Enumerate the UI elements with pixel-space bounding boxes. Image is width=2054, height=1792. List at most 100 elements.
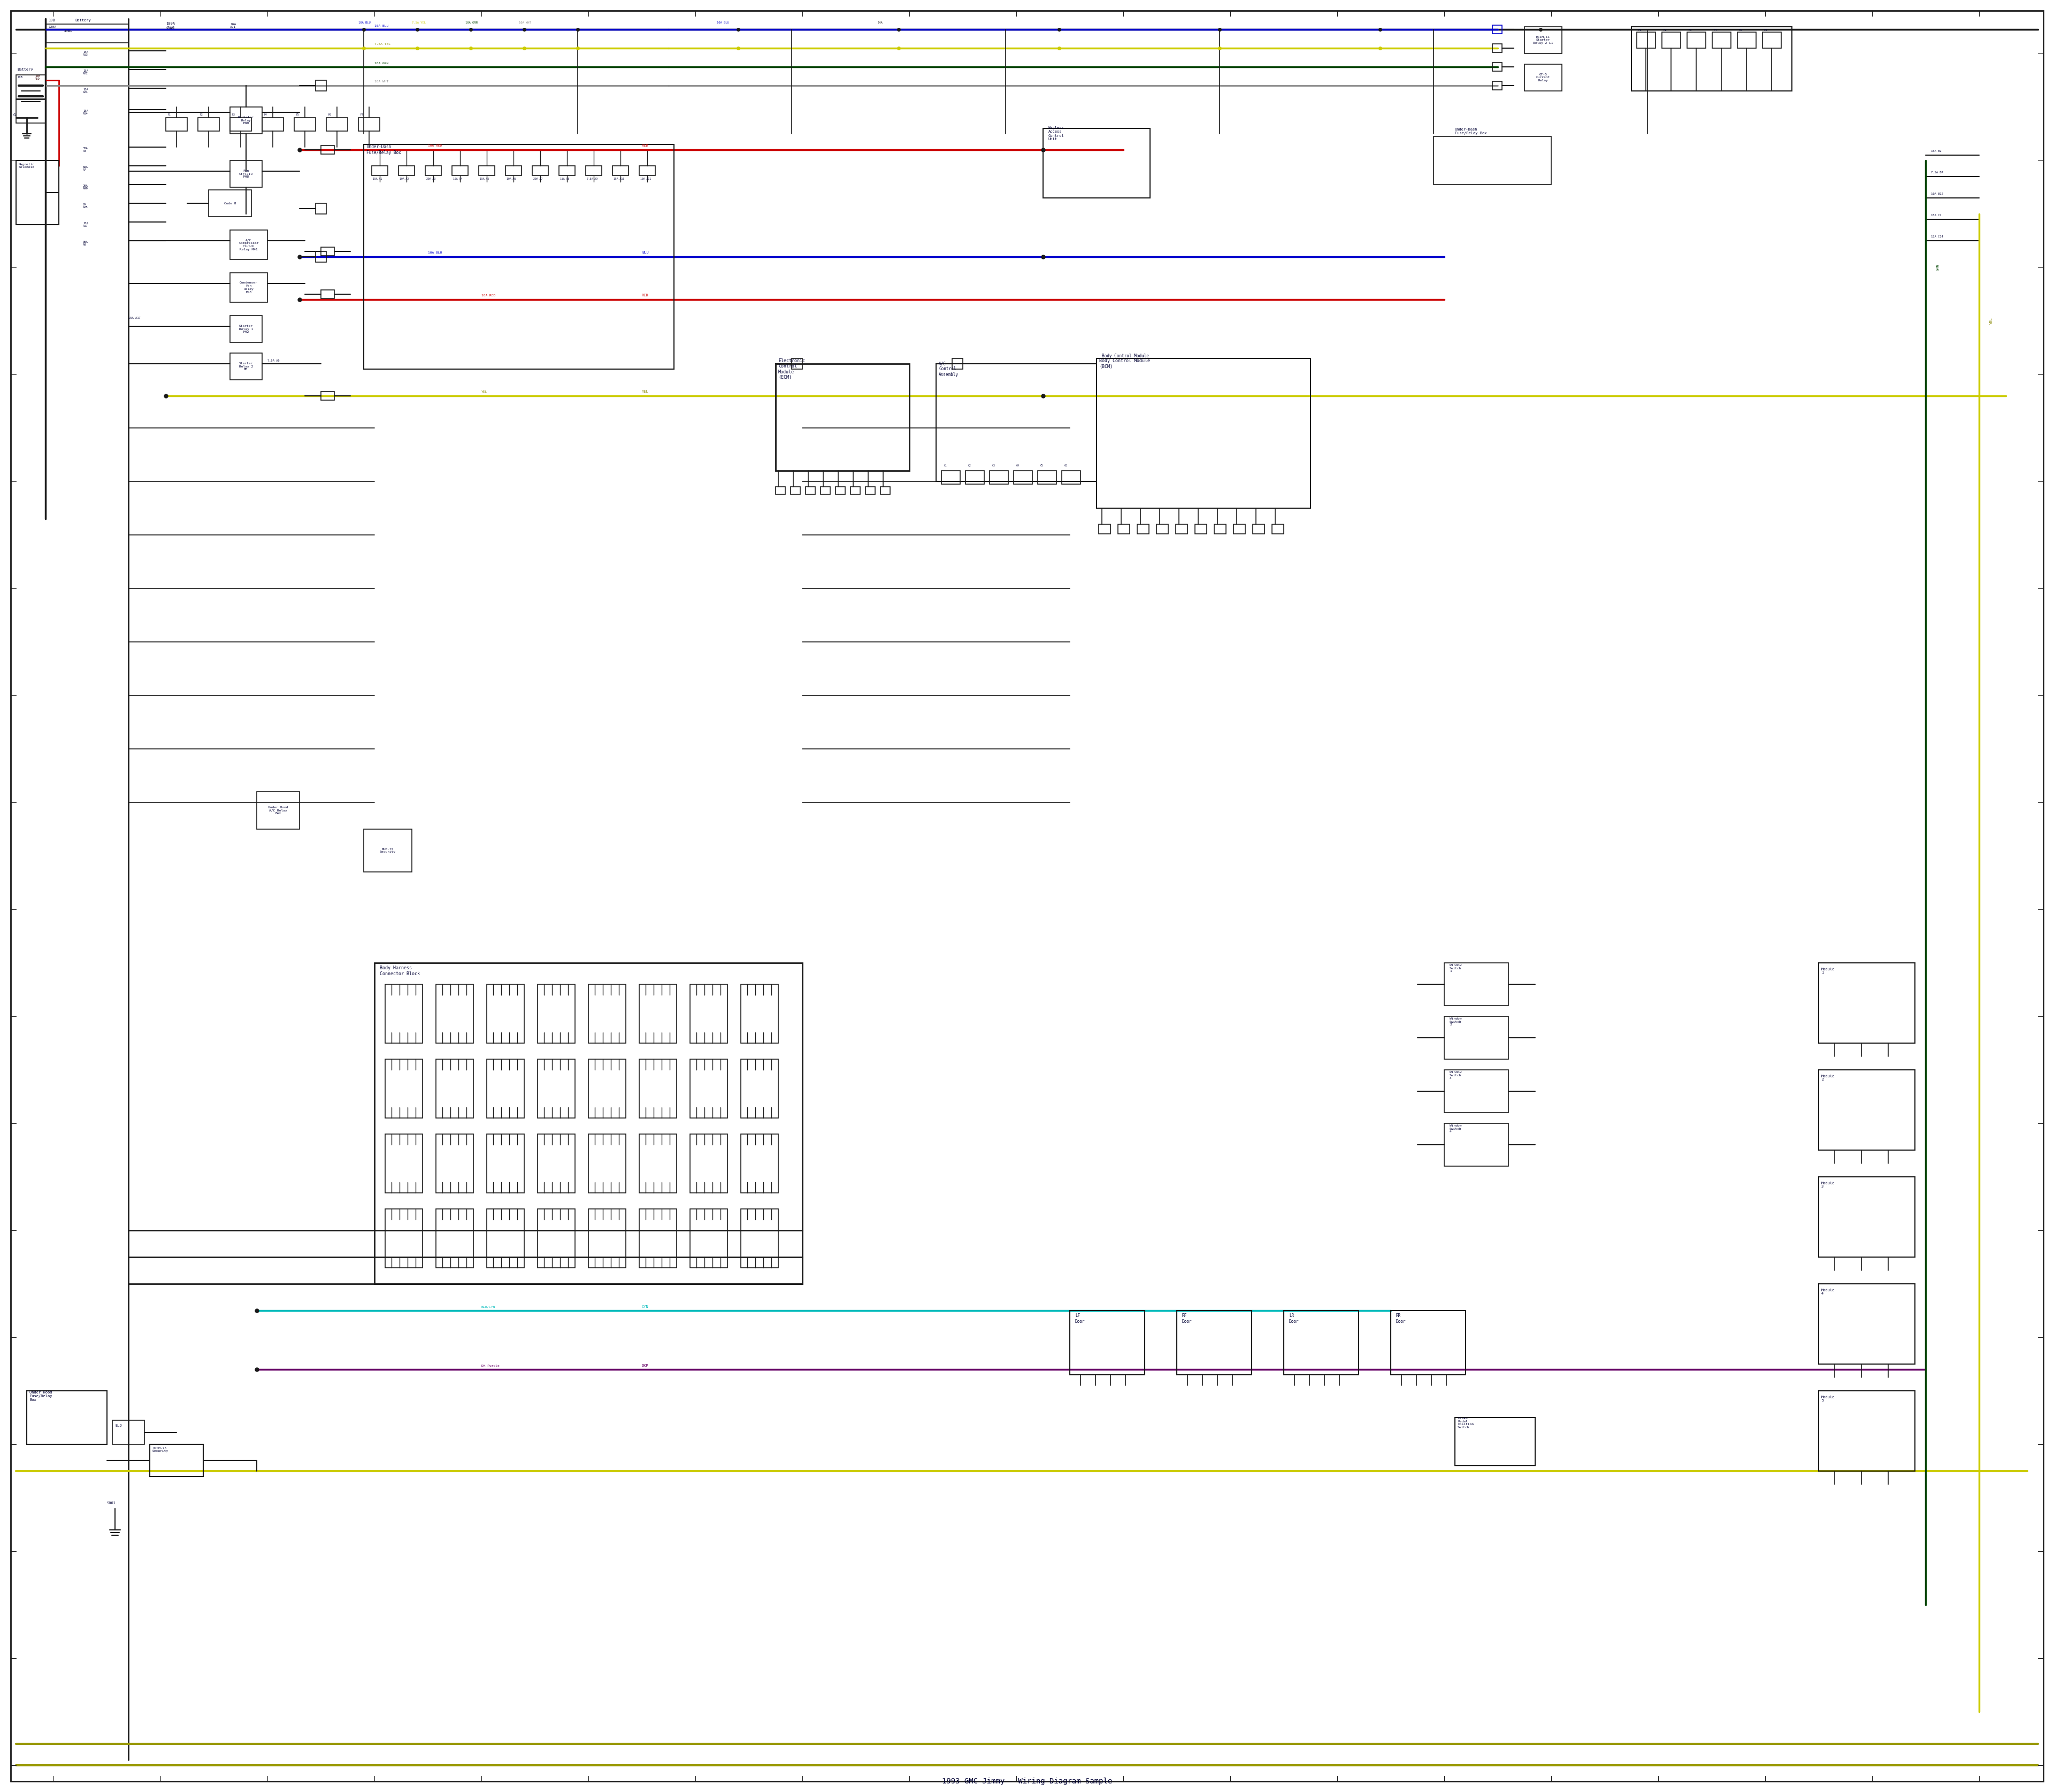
Text: 7.5A YEL: 7.5A YEL (374, 43, 390, 47)
Bar (1434, 136, 1551, 185)
Bar (364, 145, 674, 369)
Text: Module
5: Module 5 (1822, 1396, 1834, 1403)
Text: YEL: YEL (1990, 317, 1992, 324)
Text: 15A
A17: 15A A17 (82, 222, 88, 228)
Text: Under Hood
A/C Relay
Box: Under Hood A/C Relay Box (269, 806, 288, 815)
Text: G: G (14, 113, 16, 116)
Bar (1234, 525, 1245, 534)
Bar (587, 1134, 626, 1193)
Text: 10A
A24: 10A A24 (82, 88, 88, 93)
Bar (320, 392, 335, 400)
Bar (294, 118, 316, 131)
Text: 10A GRN: 10A GRN (374, 61, 388, 65)
Bar (612, 167, 629, 176)
Text: 120A: 120A (47, 25, 55, 29)
Text: 60A
A7: 60A A7 (82, 165, 88, 172)
Text: 15A B2: 15A B2 (1931, 149, 1941, 152)
Bar (327, 118, 347, 131)
Text: 10A RED: 10A RED (481, 294, 495, 297)
Bar (1493, 25, 1501, 34)
Bar (230, 108, 263, 134)
Text: 10A A11: 10A A11 (641, 177, 651, 181)
Text: Battery: Battery (16, 68, 33, 72)
Text: C1: C1 (945, 464, 947, 466)
Text: Fan
Ctrl/IO
M48: Fan Ctrl/IO M48 (238, 170, 253, 177)
Bar (1686, 32, 1705, 48)
Bar (953, 358, 963, 369)
Bar (776, 487, 785, 495)
Text: 7.5A A9: 7.5A A9 (587, 177, 598, 181)
Bar (479, 167, 495, 176)
Bar (386, 1210, 423, 1267)
Bar (776, 364, 910, 471)
Bar (538, 984, 575, 1043)
Bar (27, 1391, 107, 1444)
Bar (1062, 471, 1080, 484)
Text: Under-Dash
Fuse/Relay Box: Under-Dash Fuse/Relay Box (1454, 127, 1487, 134)
Bar (850, 487, 861, 495)
Text: Starter
Relay 2
M8: Starter Relay 2 M8 (238, 362, 253, 371)
Bar (1043, 129, 1150, 197)
Text: Keyless
Access
Control
Unit: Keyless Access Control Unit (1048, 127, 1064, 142)
Bar (16, 75, 45, 124)
Text: Window
Switch
2: Window Switch 2 (1450, 1018, 1462, 1027)
Text: 30A
A8: 30A A8 (82, 240, 88, 246)
Text: Radiator
Relay
M49: Radiator Relay M49 (238, 116, 255, 125)
Bar (741, 1210, 778, 1267)
Bar (791, 487, 801, 495)
Bar (316, 202, 327, 213)
Text: Brake
Pedal
Position
Switch: Brake Pedal Position Switch (1458, 1417, 1473, 1428)
Bar (1177, 1310, 1251, 1374)
Bar (865, 487, 875, 495)
Text: 10B: 10B (47, 18, 55, 22)
Text: LR
Door: LR Door (1290, 1314, 1298, 1324)
Bar (257, 792, 300, 830)
Bar (357, 118, 380, 131)
Bar (386, 1059, 423, 1118)
Bar (1818, 1283, 1914, 1364)
Text: 14A: 14A (877, 22, 883, 23)
Bar (320, 290, 335, 299)
Text: 15A A17: 15A A17 (127, 317, 140, 319)
Text: A/C
Compressor
Clutch
Relay M41: A/C Compressor Clutch Relay M41 (238, 238, 259, 251)
Text: F1: F1 (1637, 29, 1641, 30)
Bar (690, 984, 727, 1043)
Bar (941, 471, 959, 484)
Text: Code 8: Code 8 (224, 202, 236, 204)
Bar (487, 1059, 524, 1118)
Text: Under Hood
Fuse/Relay
Box: Under Hood Fuse/Relay Box (29, 1391, 51, 1401)
Text: F1: F1 (168, 113, 170, 116)
Bar (230, 161, 263, 186)
Bar (1524, 65, 1561, 91)
Bar (805, 487, 815, 495)
Bar (230, 272, 267, 303)
Text: Module
3: Module 3 (1822, 1181, 1834, 1188)
Bar (386, 984, 423, 1043)
Bar (741, 984, 778, 1043)
Bar (1156, 525, 1169, 534)
Text: F5: F5 (296, 113, 300, 116)
Text: 10A GRN: 10A GRN (466, 22, 477, 23)
Bar (398, 167, 415, 176)
Text: Body Control Module: Body Control Module (1101, 353, 1148, 358)
Bar (1175, 525, 1187, 534)
Text: CYN: CYN (641, 1305, 649, 1308)
Text: 30A
A3: 30A A3 (82, 147, 88, 152)
Text: 20A A3: 20A A3 (427, 177, 435, 181)
Bar (1391, 1310, 1467, 1374)
Bar (230, 353, 263, 380)
Text: 10A BLU: 10A BLU (357, 22, 370, 23)
Bar (1762, 32, 1781, 48)
Text: BLU: BLU (641, 251, 649, 254)
Text: Window
Switch
4: Window Switch 4 (1450, 1124, 1462, 1133)
Text: 15A C7: 15A C7 (1931, 213, 1941, 217)
Text: GT-5
Current
Relay: GT-5 Current Relay (1536, 73, 1551, 82)
Bar (230, 118, 251, 131)
Bar (505, 167, 522, 176)
Bar (1818, 1391, 1914, 1471)
Text: F7: F7 (359, 113, 364, 116)
Text: F5: F5 (1738, 29, 1742, 30)
Bar (1738, 32, 1756, 48)
Bar (690, 1210, 727, 1267)
Text: Magnetic
Solenoid: Magnetic Solenoid (18, 163, 35, 168)
